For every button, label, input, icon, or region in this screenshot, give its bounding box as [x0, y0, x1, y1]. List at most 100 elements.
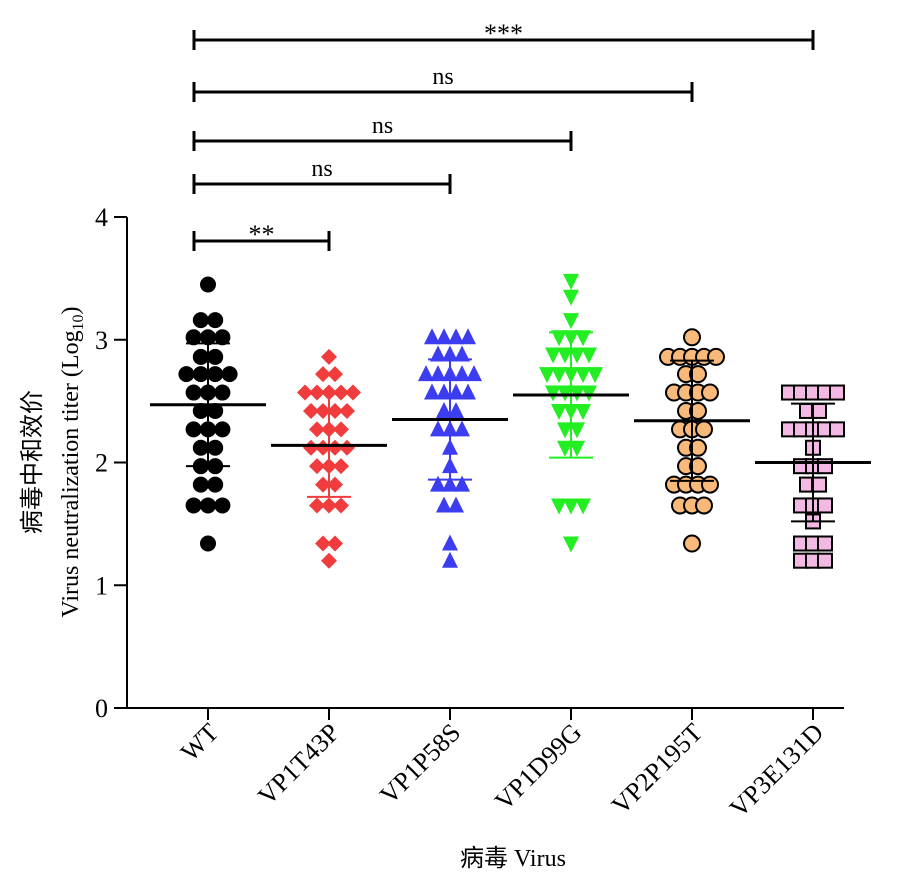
- data-point: [436, 496, 452, 513]
- data-point: [321, 552, 337, 569]
- data-point: [339, 439, 355, 456]
- data-point: [689, 365, 707, 384]
- significance-bracket: ns: [192, 64, 694, 102]
- series-VP2P195T: [659, 328, 725, 553]
- x-axis-title: 病毒 Virus: [460, 845, 566, 872]
- data-point: [297, 384, 313, 401]
- data-point: [442, 345, 458, 362]
- data-point: [707, 347, 725, 366]
- significance-label: ns: [432, 64, 453, 90]
- data-point: [178, 366, 195, 383]
- data-point: [430, 420, 446, 437]
- data-point: [424, 328, 440, 345]
- data-point: [303, 439, 319, 456]
- data-point: [185, 497, 202, 514]
- data-point: [207, 476, 224, 493]
- data-points: [178, 273, 845, 569]
- data-point: [436, 401, 452, 418]
- y-tick-label: 0: [95, 694, 108, 723]
- y-tick-label: 3: [95, 326, 108, 355]
- data-point: [817, 535, 833, 552]
- data-point: [551, 498, 567, 515]
- data-point: [192, 366, 209, 383]
- data-point: [454, 475, 470, 492]
- data-point: [418, 365, 434, 382]
- y-axis-title-cn: 病毒中和效价: [19, 390, 46, 534]
- significance-brackets: ** ns ns ns ***: [192, 19, 815, 251]
- data-point: [200, 535, 216, 552]
- data-point: [575, 330, 591, 347]
- data-point: [214, 384, 231, 401]
- data-point: [563, 498, 579, 515]
- data-point: [563, 536, 579, 553]
- data-point: [221, 366, 238, 383]
- data-point: [436, 328, 452, 345]
- data-point: [701, 383, 719, 402]
- data-point: [309, 458, 325, 475]
- series-WT: [178, 276, 238, 552]
- data-point: [333, 497, 349, 514]
- significance-label: ***: [484, 19, 523, 48]
- data-point: [339, 402, 355, 419]
- significance-bracket: **: [192, 220, 331, 251]
- data-point: [214, 421, 231, 438]
- data-point: [200, 497, 216, 514]
- data-point: [321, 497, 337, 514]
- data-point: [460, 328, 476, 345]
- data-point: [695, 420, 713, 439]
- data-point: [695, 496, 713, 515]
- data-point: [689, 401, 707, 420]
- data-point: [563, 273, 579, 290]
- data-point: [448, 383, 464, 400]
- significance-bracket: ns: [192, 156, 452, 194]
- data-point: [345, 384, 361, 401]
- x-tick-label: VP3E131D: [724, 718, 829, 823]
- data-point: [557, 422, 573, 439]
- x-tick-label: VP1D99G: [489, 718, 587, 816]
- data-point: [701, 475, 719, 494]
- x-ticks: WT VP1T43P VP1P58S VP1D99G VP2P195T VP3E131D: [175, 708, 829, 823]
- data-point: [309, 421, 325, 438]
- data-point: [454, 345, 470, 362]
- significance-bracket: ***: [192, 19, 815, 50]
- data-point: [309, 497, 325, 514]
- x-tick-label: VP1T43P: [252, 718, 345, 811]
- data-point: [327, 439, 343, 456]
- data-point: [817, 497, 833, 514]
- data-point: [563, 313, 579, 330]
- data-point: [575, 367, 591, 384]
- x-tick-label: VP1P58S: [374, 718, 466, 810]
- data-point: [454, 420, 470, 437]
- series-VP1P58S: [418, 328, 482, 568]
- axes: [126, 217, 844, 709]
- data-point: [315, 402, 331, 419]
- data-point: [185, 421, 202, 438]
- data-point: [200, 329, 216, 346]
- data-point: [811, 402, 827, 419]
- data-point: [689, 438, 707, 457]
- data-point: [192, 439, 209, 456]
- data-point: [214, 497, 231, 514]
- y-axis-title-en: Virus neutralization titer (Log10): [58, 306, 87, 617]
- significance-label: **: [249, 220, 275, 249]
- data-point: [207, 348, 224, 365]
- data-point: [817, 552, 833, 569]
- data-point: [551, 403, 567, 420]
- data-point: [551, 367, 567, 384]
- data-point: [683, 534, 701, 553]
- data-point: [575, 403, 591, 420]
- data-point: [557, 440, 573, 457]
- data-point: [587, 367, 603, 384]
- data-point: [436, 383, 452, 400]
- data-point: [430, 365, 446, 382]
- data-point: [545, 347, 561, 364]
- data-point: [557, 347, 573, 364]
- significance-label: ns: [311, 156, 332, 182]
- y-tick-label: 1: [95, 571, 108, 600]
- data-point: [321, 348, 337, 365]
- data-point: [551, 330, 567, 347]
- y-tick-label: 4: [95, 203, 108, 232]
- significance-label: ns: [372, 113, 393, 139]
- data-point: [200, 276, 216, 293]
- data-point: [430, 475, 446, 492]
